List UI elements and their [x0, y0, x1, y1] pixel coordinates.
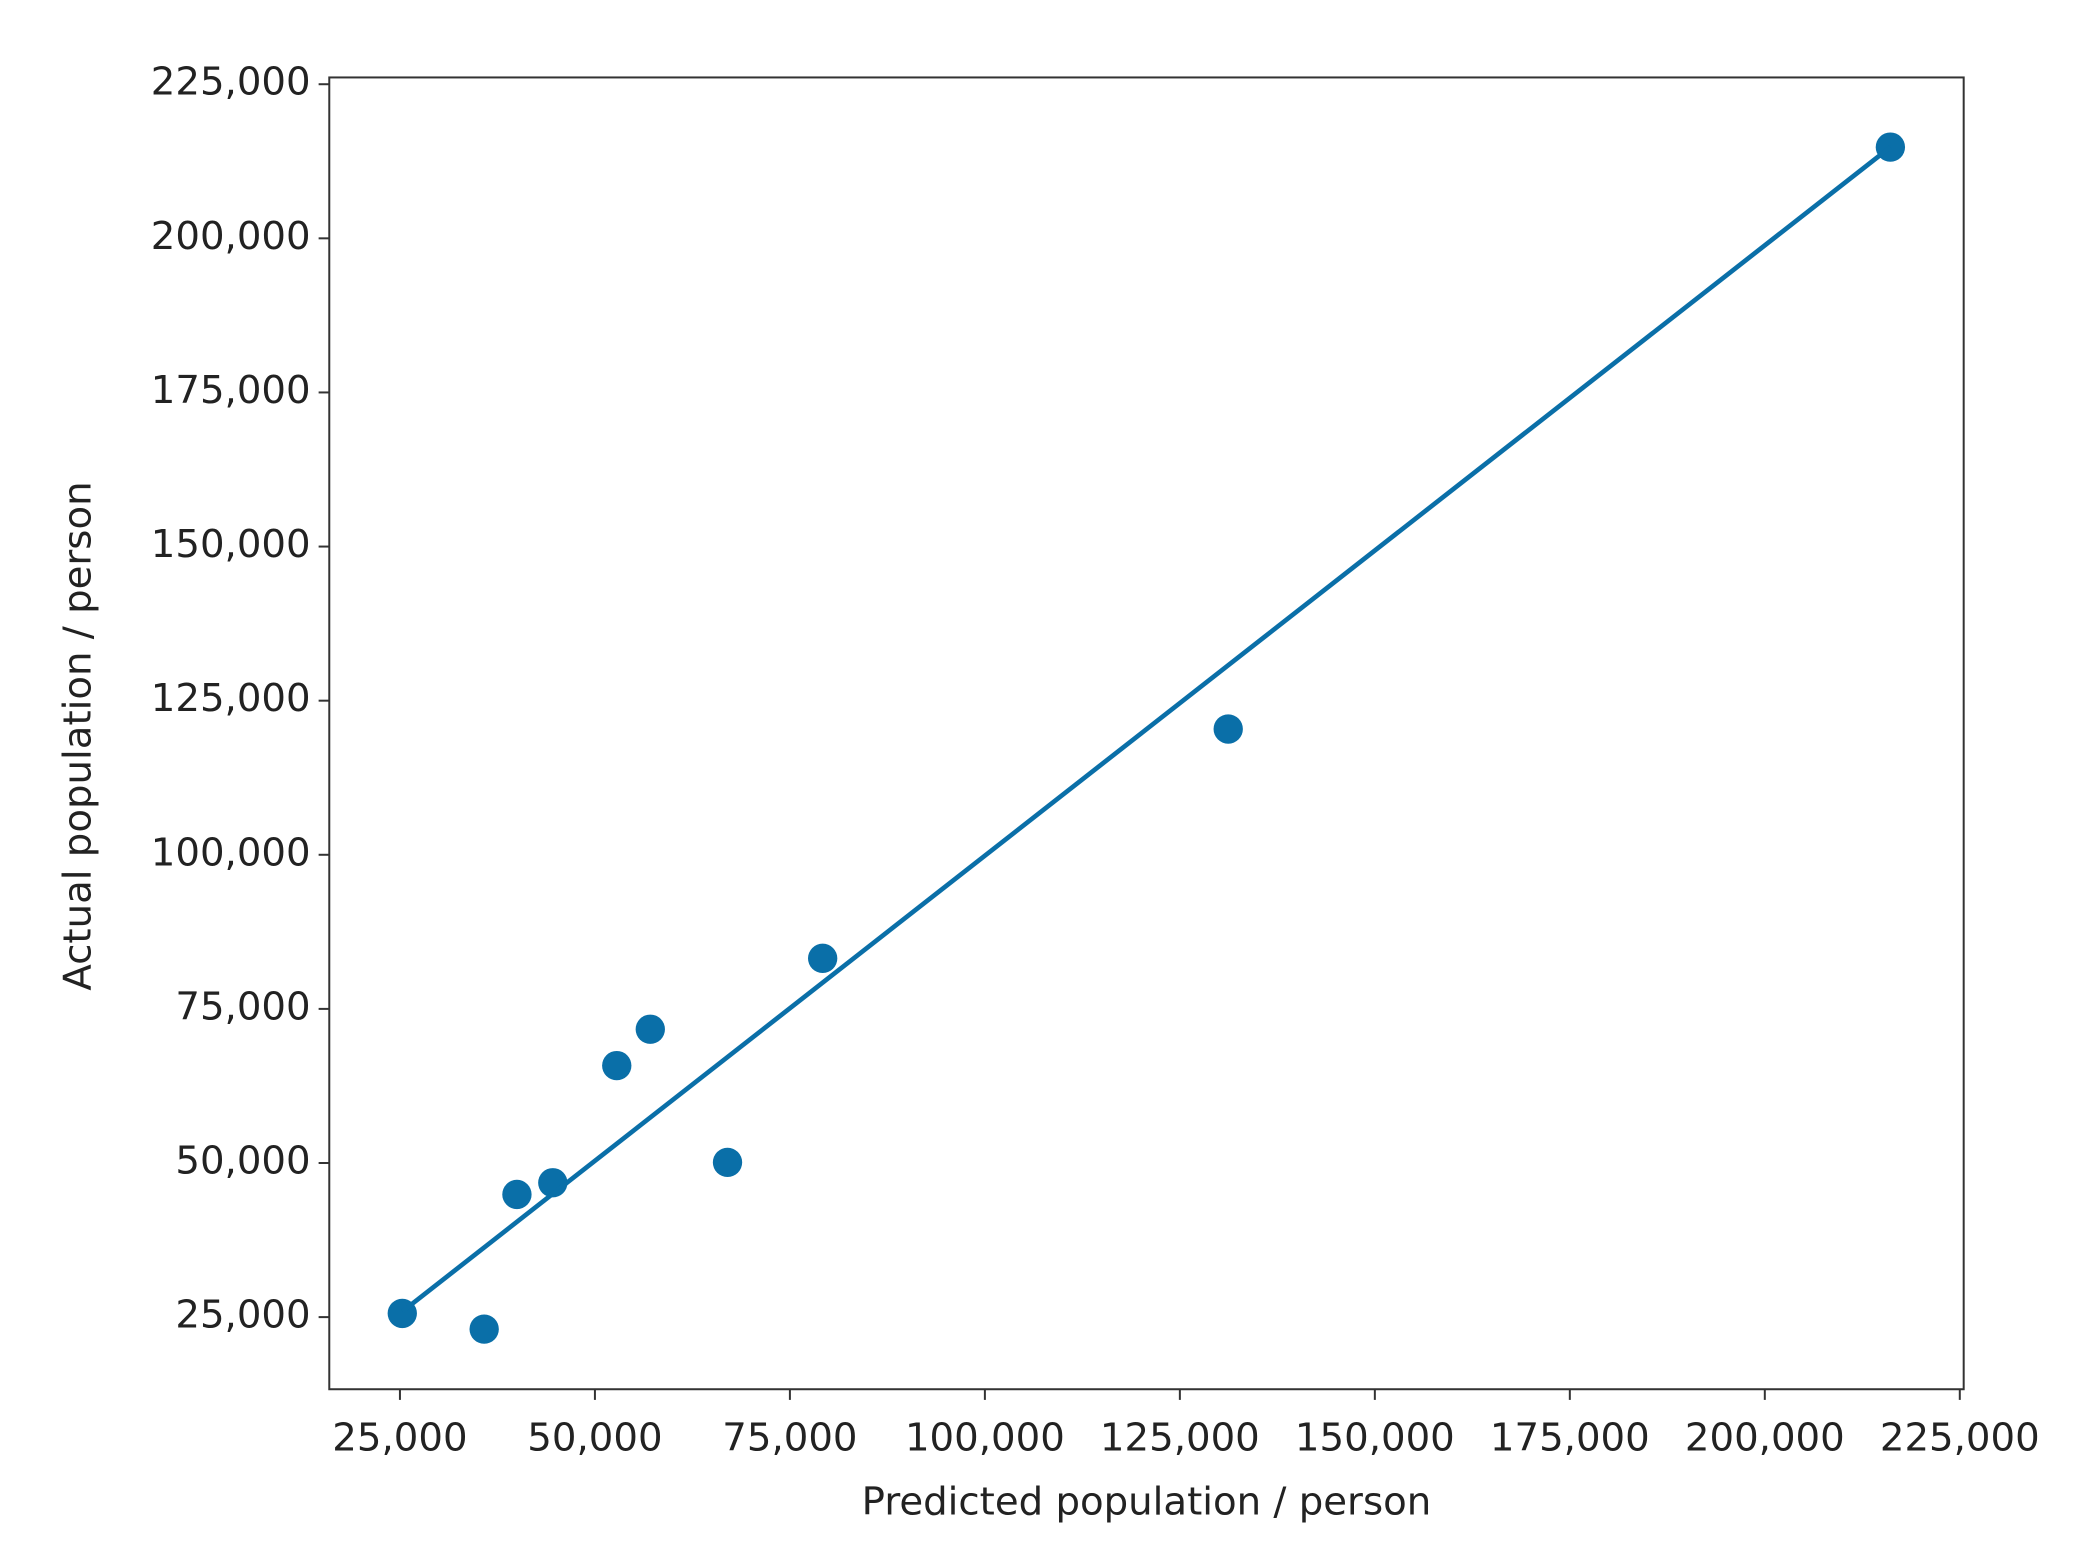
- x-tick-label: 100,000: [905, 1415, 1065, 1460]
- trend-line: [400, 145, 1892, 1314]
- x-tick-label: 225,000: [1880, 1415, 2040, 1460]
- y-tick-label: 100,000: [151, 830, 311, 875]
- x-tick-label: 125,000: [1100, 1415, 1260, 1460]
- x-tick-label: 50,000: [527, 1415, 662, 1460]
- y-tick-label: 225,000: [151, 60, 311, 105]
- x-tick-label: 200,000: [1685, 1415, 1845, 1460]
- data-point: [635, 1014, 665, 1044]
- y-tick-label: 175,000: [151, 368, 311, 413]
- x-tick-label: 75,000: [722, 1415, 857, 1460]
- plot-frame: [328, 76, 1965, 1391]
- y-tick-label: 25,000: [175, 1293, 310, 1338]
- data-point: [1213, 714, 1243, 744]
- data-point: [602, 1050, 632, 1081]
- y-tick-label: 125,000: [151, 676, 311, 721]
- y-axis-label: Actual population / person: [55, 481, 100, 990]
- x-tick-label: 175,000: [1490, 1415, 1650, 1460]
- x-axis-label: Predicted population / person: [862, 1479, 1432, 1524]
- data-point: [469, 1314, 499, 1344]
- data-point: [712, 1147, 743, 1178]
- data-point: [502, 1179, 532, 1210]
- data-point: [807, 943, 838, 974]
- y-tick-label: 200,000: [151, 214, 311, 259]
- y-tick-label: 75,000: [175, 984, 310, 1029]
- y-tick-label: 150,000: [151, 522, 311, 567]
- y-tick-label: 50,000: [175, 1139, 310, 1184]
- x-tick-label: 150,000: [1295, 1415, 1455, 1460]
- x-tick-label: 25,000: [332, 1415, 467, 1460]
